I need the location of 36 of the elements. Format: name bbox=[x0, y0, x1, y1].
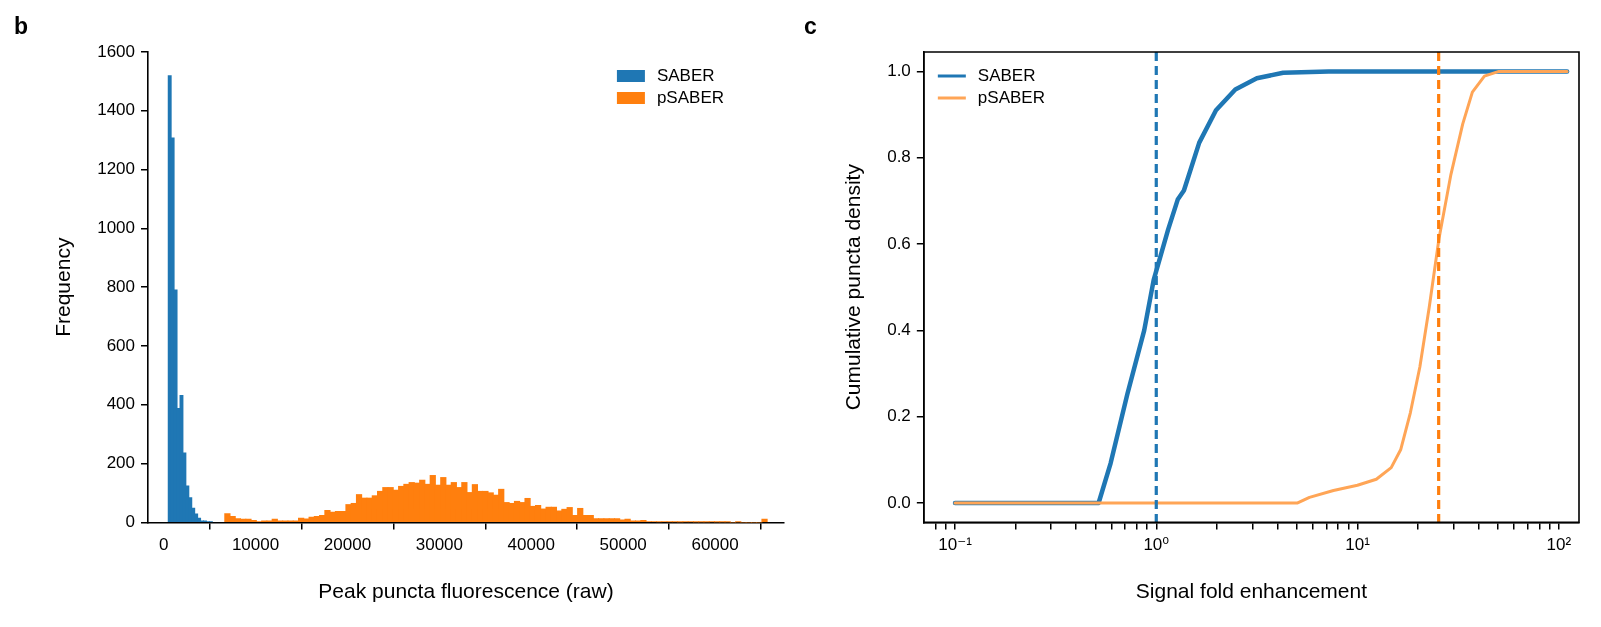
x-axis-title: Signal fold enhancement bbox=[1135, 579, 1368, 603]
y-axis-title: Cumulative puncta density bbox=[841, 163, 865, 411]
y-tick-label: 1400 bbox=[97, 100, 136, 120]
y-tick-label: 800 bbox=[106, 276, 136, 296]
legend-label: pSABER bbox=[656, 87, 725, 107]
x-tick-label: 10² bbox=[1546, 535, 1572, 555]
legend-label: SABER bbox=[656, 65, 715, 85]
y-tick-label: 1200 bbox=[97, 159, 136, 179]
y-axis-title: Frequency bbox=[51, 237, 75, 337]
x-tick-label: 40000 bbox=[507, 535, 555, 555]
y-tick-label: 0.6 bbox=[887, 233, 911, 253]
x-tick-label: 10¹ bbox=[1345, 535, 1371, 555]
y-tick-label: 0 bbox=[125, 512, 136, 532]
y-tick-label: 0.2 bbox=[887, 406, 911, 426]
y-tick-label: 0.8 bbox=[887, 147, 911, 167]
x-axis-title: Peak puncta fluorescence (raw) bbox=[318, 579, 614, 603]
text: b bbox=[14, 12, 29, 39]
x-tick-label: 60000 bbox=[691, 535, 739, 555]
legend-label: pSABER bbox=[977, 87, 1045, 107]
y-tick-label: 200 bbox=[106, 453, 136, 473]
y-tick-label: 600 bbox=[106, 335, 136, 355]
text: c bbox=[804, 12, 817, 39]
x-tick-label: 10⁰ bbox=[1143, 535, 1170, 555]
x-tick-label: 0 bbox=[158, 535, 169, 555]
x-tick-label: 50000 bbox=[599, 535, 647, 555]
y-tick-label: 0.4 bbox=[887, 320, 911, 340]
x-tick-label: 20000 bbox=[323, 535, 372, 555]
y-tick-label: 0.0 bbox=[887, 492, 911, 512]
x-tick-label: 30000 bbox=[415, 535, 463, 555]
y-tick-label: 400 bbox=[106, 394, 136, 414]
legend-label: SABER bbox=[977, 65, 1036, 85]
y-tick-label: 1000 bbox=[97, 218, 136, 238]
y-tick-label: 1600 bbox=[97, 41, 136, 61]
x-tick-label: 10⁻¹ bbox=[938, 535, 973, 555]
y-tick-label: 1.0 bbox=[887, 61, 911, 81]
x-tick-label: 10000 bbox=[231, 535, 280, 555]
